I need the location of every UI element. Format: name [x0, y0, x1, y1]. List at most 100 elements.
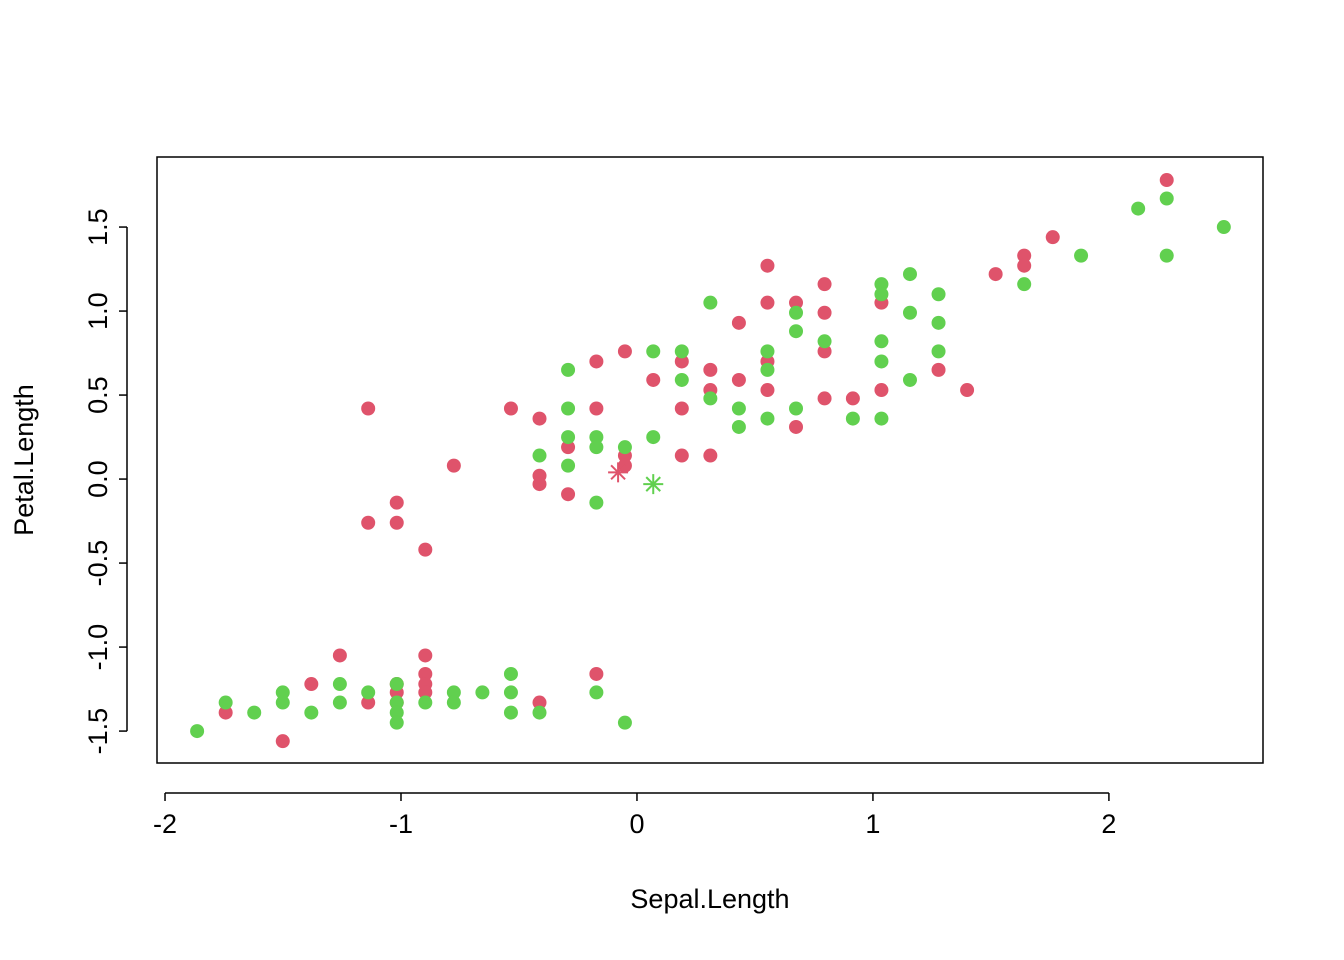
y-tick-label: -0.5: [83, 540, 113, 587]
y-tick-label: -1.5: [83, 708, 113, 755]
point: [1159, 191, 1174, 206]
point: [247, 705, 262, 720]
point: [674, 344, 689, 359]
point: [902, 372, 917, 387]
point: [731, 419, 746, 434]
point: [446, 458, 461, 473]
point: [561, 440, 576, 455]
point: [874, 277, 889, 292]
point: [218, 705, 233, 720]
point: [874, 287, 889, 302]
point: [503, 685, 518, 700]
point: [275, 734, 290, 749]
point: [817, 334, 832, 349]
point: [532, 695, 547, 710]
center-stroke: [645, 476, 661, 492]
point: [674, 401, 689, 416]
point: [646, 430, 661, 445]
point: [617, 344, 632, 359]
point: [874, 354, 889, 369]
point: [589, 666, 604, 681]
y-tick-label: 0.5: [83, 376, 113, 414]
point: [646, 344, 661, 359]
y-tick-label: 1.5: [83, 208, 113, 246]
point: [1131, 201, 1146, 216]
point: [503, 666, 518, 681]
point: [760, 295, 775, 310]
point: [674, 354, 689, 369]
point: [389, 677, 404, 692]
point: [418, 666, 433, 681]
point: [418, 542, 433, 557]
point: [332, 648, 347, 663]
point: [561, 362, 576, 377]
point: [561, 401, 576, 416]
point: [789, 295, 804, 310]
point: [789, 324, 804, 339]
x-tick-label: 2: [1101, 809, 1116, 839]
point: [960, 383, 975, 398]
point: [389, 515, 404, 530]
point: [674, 372, 689, 387]
point: [561, 458, 576, 473]
point: [361, 685, 376, 700]
point: [589, 401, 604, 416]
point: [902, 267, 917, 282]
point: [789, 419, 804, 434]
point: [332, 677, 347, 692]
point: [446, 685, 461, 700]
point: [646, 372, 661, 387]
point: [1017, 248, 1032, 263]
point: [703, 391, 718, 406]
point: [1045, 230, 1060, 245]
point: [389, 705, 404, 720]
point: [275, 695, 290, 710]
point: [418, 648, 433, 663]
y-tick-label: -1.0: [83, 624, 113, 671]
point: [760, 258, 775, 273]
point: [1017, 258, 1032, 273]
point: [931, 362, 946, 377]
x-tick-label: 0: [629, 809, 644, 839]
point: [674, 448, 689, 463]
point: [1159, 248, 1174, 263]
point: [389, 715, 404, 730]
point: [874, 411, 889, 426]
point: [361, 695, 376, 710]
point: [703, 295, 718, 310]
y-tick-label: 1.0: [83, 292, 113, 330]
point: [532, 448, 547, 463]
y-tick-label: 0.0: [83, 460, 113, 498]
point: [731, 401, 746, 416]
point: [760, 362, 775, 377]
point: [332, 695, 347, 710]
point: [760, 383, 775, 398]
point: [532, 411, 547, 426]
point: [988, 267, 1003, 282]
point: [931, 344, 946, 359]
x-axis-label: Sepal.Length: [630, 884, 789, 914]
point: [731, 315, 746, 330]
point: [817, 277, 832, 292]
point: [845, 391, 860, 406]
point: [561, 430, 576, 445]
point: [789, 305, 804, 320]
point: [589, 685, 604, 700]
point: [1159, 173, 1174, 188]
point: [389, 695, 404, 710]
point: [561, 487, 576, 502]
point: [617, 715, 632, 730]
point: [760, 411, 775, 426]
point: [817, 391, 832, 406]
point: [418, 685, 433, 700]
point: [703, 448, 718, 463]
y-axis-label: Petal.Length: [9, 384, 39, 536]
x-tick-label: 1: [865, 809, 880, 839]
point: [817, 344, 832, 359]
point: [617, 440, 632, 455]
x-tick-label: -2: [153, 809, 177, 839]
point: [361, 401, 376, 416]
point: [304, 677, 319, 692]
point: [361, 515, 376, 530]
